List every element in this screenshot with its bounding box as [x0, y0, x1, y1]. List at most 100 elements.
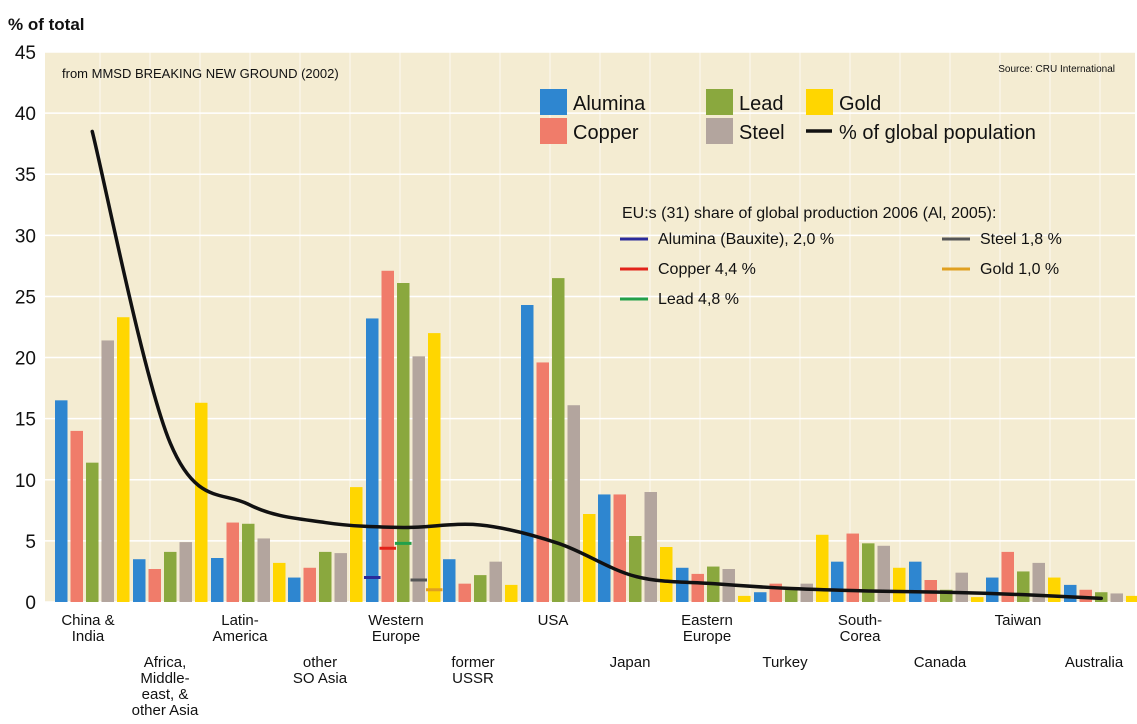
grid-lines — [45, 51, 1135, 603]
bar-alumina — [55, 400, 68, 602]
legend-label: Alumina — [573, 93, 646, 115]
x-tick-label: other SO Asia — [293, 654, 348, 687]
bar-copper — [458, 583, 471, 602]
x-tick-label: former USSR — [451, 654, 494, 687]
y-tick-label: 5 — [25, 532, 36, 553]
x-tick-label: Canada — [914, 654, 967, 671]
bar-gold — [1126, 595, 1137, 602]
bar-alumina — [211, 558, 224, 602]
bar-steel — [334, 553, 347, 602]
bar-copper — [613, 494, 626, 602]
bar-copper — [691, 573, 704, 602]
chart-note: from MMSD BREAKING NEW GROUND (2002) — [62, 66, 339, 81]
x-tick-label: Western Europe — [368, 612, 424, 645]
legend-label: % of global population — [839, 122, 1036, 144]
eu-share-legend-label: Gold 1,0 % — [980, 261, 1059, 278]
x-tick-label: Japan — [610, 654, 651, 671]
bar-steel — [877, 545, 890, 602]
bar-lead — [629, 536, 642, 602]
bar-steel — [412, 356, 425, 602]
bar-lead — [397, 283, 410, 602]
bar-gold — [117, 317, 130, 602]
bar-copper — [226, 522, 239, 602]
bar-alumina — [754, 592, 767, 602]
bar-copper — [1001, 551, 1014, 602]
bar-alumina — [366, 318, 379, 602]
legend-swatch-steel — [706, 118, 733, 144]
y-tick-label: 25 — [15, 287, 36, 308]
bar-lead — [242, 523, 255, 602]
bar-gold — [350, 487, 363, 602]
legend-label: Copper — [573, 122, 639, 144]
bar-copper — [846, 533, 859, 602]
bar-gold — [816, 534, 829, 602]
x-tick-label: USA — [538, 612, 569, 629]
eu-share-title: EU:s (31) share of global production 200… — [622, 205, 996, 222]
chart-source: Source: CRU International — [998, 64, 1115, 75]
bar-steel — [257, 538, 270, 602]
bar-copper — [536, 362, 549, 602]
bar-gold — [273, 562, 286, 602]
plot-background — [45, 52, 1135, 602]
bar-steel — [644, 492, 657, 602]
bar-alumina — [288, 577, 301, 602]
bar-alumina — [1064, 584, 1077, 602]
bar-lead — [1017, 571, 1030, 602]
eu-share-legend-label: Lead 4,8 % — [658, 291, 739, 308]
legend-swatch-lead — [706, 89, 733, 115]
x-tick-label: Latin-America — [212, 612, 268, 645]
y-tick-label: 35 — [15, 165, 36, 186]
bar-lead — [86, 462, 99, 602]
bar-lead — [474, 575, 487, 602]
legend-swatch-alumina — [540, 89, 567, 115]
bar-gold — [738, 595, 751, 602]
y-tick-label: 40 — [15, 104, 36, 125]
bar-copper — [381, 270, 394, 602]
x-axis-labels: China & India Africa, Middle-east, & other A… — [61, 612, 1124, 719]
bar-alumina — [676, 567, 689, 602]
x-tick-label: Australia — [1065, 654, 1124, 671]
bar-gold — [428, 333, 441, 602]
bar-steel — [1032, 562, 1045, 602]
legend-label: Steel — [739, 122, 785, 144]
bar-steel — [179, 542, 192, 602]
bar-copper — [148, 569, 161, 602]
bar-steel — [955, 572, 968, 602]
x-tick-label: China & India — [61, 612, 114, 645]
y-tick-label: 20 — [15, 349, 36, 370]
y-axis-ticks: 0 5 10 15 20 25 30 35 40 45 — [15, 43, 36, 614]
bar-copper — [303, 567, 316, 602]
bar-lead — [552, 278, 565, 602]
y-tick-label: 45 — [15, 43, 36, 64]
x-tick-label: Turkey — [762, 654, 808, 671]
x-tick-label: Taiwan — [995, 612, 1042, 629]
legend-swatch-gold — [806, 89, 833, 115]
eu-share-legend: EU:s (31) share of global production 200… — [620, 205, 1062, 308]
population-line — [90, 129, 1103, 601]
x-tick-label: Eastern Europe — [681, 612, 733, 645]
eu-share-marks — [364, 541, 443, 592]
bar-copper — [70, 430, 83, 602]
bar-alumina — [986, 577, 999, 602]
bar-lead — [785, 589, 798, 602]
legend-swatch-copper — [540, 118, 567, 144]
bar-steel — [567, 405, 580, 602]
bar-gold — [893, 567, 906, 602]
eu-share-legend-label: Alumina (Bauxite), 2,0 % — [658, 231, 834, 248]
y-tick-label: 30 — [15, 226, 36, 247]
bar-alumina — [133, 559, 146, 602]
bar-lead — [319, 551, 332, 602]
bar-gold — [1048, 577, 1061, 602]
x-tick-label: South-Corea — [838, 612, 882, 645]
bar-alumina — [521, 305, 534, 602]
x-tick-label: Africa, Middle-east, & other Asia — [132, 654, 199, 719]
bar-alumina — [831, 561, 844, 602]
bar-steel — [1110, 593, 1123, 602]
bar-lead — [862, 543, 875, 602]
y-tick-label: 0 — [25, 593, 36, 614]
bar-lead — [164, 551, 177, 602]
bar-gold — [505, 584, 518, 602]
bar-steel — [489, 561, 502, 602]
eu-share-legend-label: Steel 1,8 % — [980, 231, 1062, 248]
